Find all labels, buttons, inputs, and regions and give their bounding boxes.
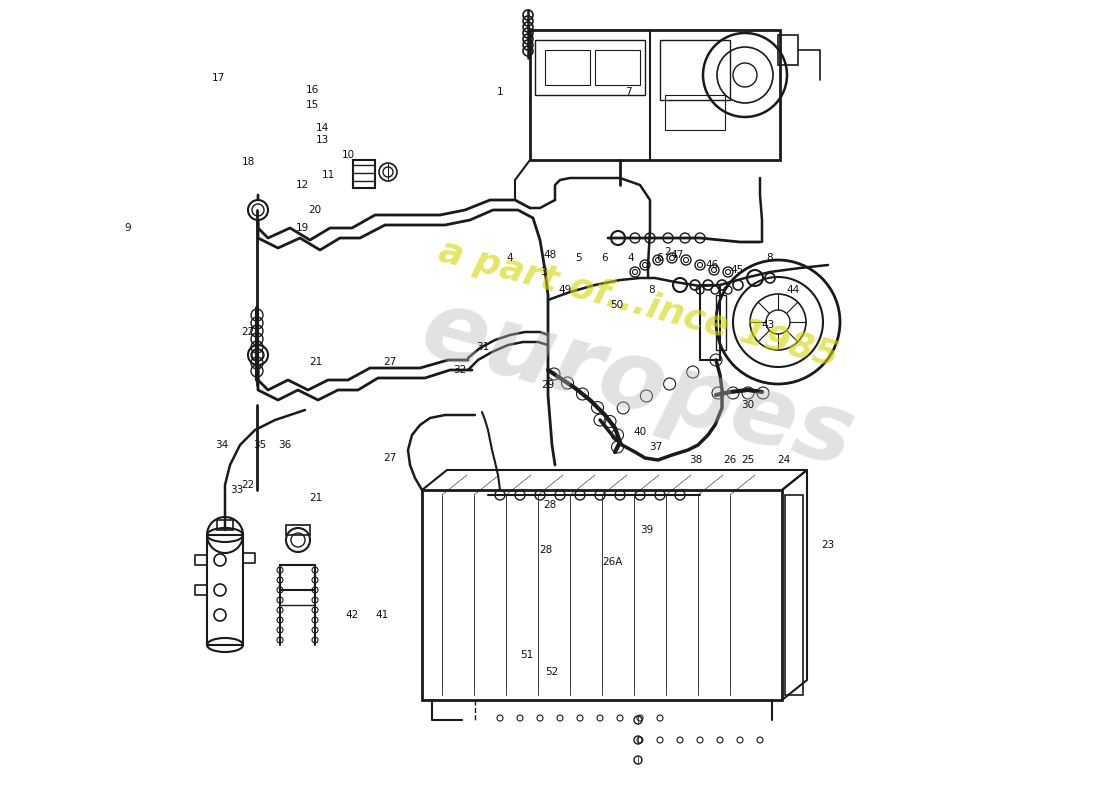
Text: 28: 28 xyxy=(543,500,557,510)
Text: 43: 43 xyxy=(761,320,774,330)
Text: 41: 41 xyxy=(375,610,388,620)
Text: 30: 30 xyxy=(741,400,755,410)
Text: 37: 37 xyxy=(649,442,662,452)
Circle shape xyxy=(248,345,268,365)
Circle shape xyxy=(248,200,268,220)
Text: 42: 42 xyxy=(345,610,359,620)
Text: 4: 4 xyxy=(507,253,514,263)
Text: 27: 27 xyxy=(384,357,397,367)
Text: 19: 19 xyxy=(296,223,309,233)
Text: 10: 10 xyxy=(341,150,354,160)
Text: europes: europes xyxy=(411,282,865,486)
Bar xyxy=(217,520,233,530)
Text: 31: 31 xyxy=(476,342,490,352)
Text: 7: 7 xyxy=(625,87,631,97)
Text: 5: 5 xyxy=(574,253,581,263)
Text: 22: 22 xyxy=(241,480,254,490)
Text: 51: 51 xyxy=(520,650,534,660)
Text: 1: 1 xyxy=(497,87,504,97)
Text: 48: 48 xyxy=(543,250,557,260)
Text: 33: 33 xyxy=(230,485,243,495)
Text: 8: 8 xyxy=(767,253,773,263)
Text: 38: 38 xyxy=(690,455,703,465)
Text: 12: 12 xyxy=(296,180,309,190)
Text: 23: 23 xyxy=(822,540,835,550)
Text: 46: 46 xyxy=(705,260,718,270)
Text: 26A: 26A xyxy=(602,557,623,567)
Text: 6: 6 xyxy=(657,253,663,263)
Bar xyxy=(353,160,375,188)
Bar xyxy=(716,295,726,350)
Text: 47: 47 xyxy=(670,250,683,260)
Text: 32: 32 xyxy=(453,365,466,375)
Text: 21: 21 xyxy=(309,493,322,503)
Text: 17: 17 xyxy=(211,73,224,83)
Bar xyxy=(530,30,780,160)
Text: 8: 8 xyxy=(649,285,656,295)
Bar xyxy=(785,495,803,695)
Text: 4: 4 xyxy=(628,253,635,263)
Text: 27: 27 xyxy=(384,453,397,463)
Text: 44: 44 xyxy=(786,285,800,295)
Bar xyxy=(660,40,730,100)
Bar xyxy=(286,525,310,535)
Text: 45: 45 xyxy=(730,265,744,275)
Text: 3: 3 xyxy=(540,267,547,277)
Bar xyxy=(666,95,725,130)
Text: 39: 39 xyxy=(640,525,653,535)
Bar xyxy=(422,490,782,700)
Text: 14: 14 xyxy=(316,123,329,133)
Text: 40: 40 xyxy=(634,427,647,437)
Text: 35: 35 xyxy=(253,440,266,450)
Text: 13: 13 xyxy=(316,135,329,145)
Bar xyxy=(700,285,720,360)
Bar xyxy=(280,565,315,590)
Bar xyxy=(535,40,645,95)
Text: 21: 21 xyxy=(309,357,322,367)
Bar xyxy=(778,35,798,65)
Bar xyxy=(207,535,243,645)
Text: 2: 2 xyxy=(664,247,671,257)
Text: 28: 28 xyxy=(539,545,552,555)
Bar xyxy=(544,50,590,85)
Text: 36: 36 xyxy=(278,440,292,450)
Text: 11: 11 xyxy=(321,170,334,180)
Text: 22: 22 xyxy=(241,327,254,337)
Text: 15: 15 xyxy=(306,100,319,110)
Text: 20: 20 xyxy=(308,205,321,215)
Text: a part of...ince 1985: a part of...ince 1985 xyxy=(434,234,842,374)
Text: 34: 34 xyxy=(216,440,229,450)
Text: 9: 9 xyxy=(124,223,131,233)
Text: 49: 49 xyxy=(559,285,572,295)
Text: 6: 6 xyxy=(602,253,608,263)
Text: 52: 52 xyxy=(546,667,559,677)
Bar xyxy=(595,50,640,85)
Text: 18: 18 xyxy=(241,157,254,167)
Text: 24: 24 xyxy=(778,455,791,465)
Text: 29: 29 xyxy=(541,380,554,390)
Text: 26: 26 xyxy=(724,455,737,465)
Text: 25: 25 xyxy=(741,455,755,465)
Text: 50: 50 xyxy=(610,300,624,310)
Text: 16: 16 xyxy=(306,85,319,95)
